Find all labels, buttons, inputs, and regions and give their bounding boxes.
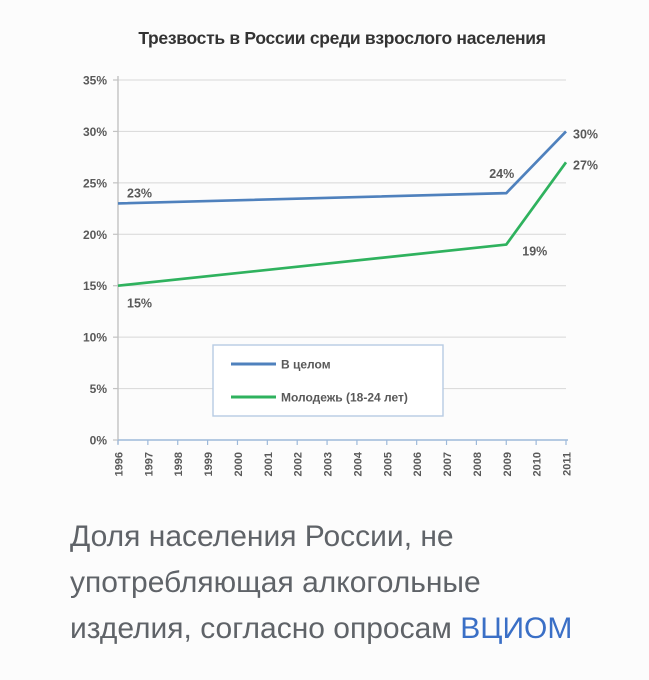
- data-label: 19%: [522, 245, 547, 259]
- data-label: 23%: [127, 186, 152, 200]
- chart-title: Трезвость в России среди взрослого насел…: [138, 28, 546, 48]
- legend-label-1: Молодежь (18-24 лет): [281, 391, 408, 405]
- chart-svg: 0% 5% 10% 15% 20% 25% 30% 35% 1996 1997 1998 1999 20…: [83, 74, 598, 477]
- x-tick-label: 1998: [173, 452, 185, 476]
- x-tick-label: 2001: [263, 452, 275, 476]
- x-tick-label: 2007: [442, 452, 454, 476]
- x-tick-label: 2010: [532, 452, 544, 476]
- y-tick-label: 15%: [83, 279, 107, 293]
- data-label: 27%: [573, 158, 598, 172]
- series-line-1: [117, 161, 568, 288]
- x-tick-label: 1996: [114, 452, 126, 476]
- x-tick-label: 2008: [472, 452, 484, 476]
- y-tick-label: 30%: [83, 125, 107, 139]
- legend-label-0: В целом: [281, 358, 331, 372]
- vciom-link[interactable]: ВЦИОМ: [460, 612, 573, 645]
- y-tick-label: 5%: [90, 382, 108, 396]
- x-tick-label: 1997: [143, 452, 155, 476]
- x-tick-label: 2003: [323, 452, 335, 476]
- x-tick-label: 2005: [382, 452, 394, 476]
- x-tick-label: 1999: [203, 452, 215, 476]
- caption-line-1: Доля населения России, не: [70, 520, 454, 553]
- caption-line-2: употребляющая алкогольные: [70, 566, 481, 599]
- x-tick-label: 2000: [233, 452, 245, 476]
- y-tick-label: 35%: [83, 74, 107, 88]
- y-tick-label: 10%: [83, 331, 107, 345]
- x-tick-label: 2009: [502, 452, 514, 476]
- data-label: 15%: [127, 297, 152, 311]
- x-tick-label: 2004: [352, 451, 364, 476]
- data-label: 24%: [489, 167, 514, 181]
- data-label: 30%: [573, 127, 598, 141]
- caption-line-3: изделия, согласно опросам ВЦИОМ: [70, 606, 629, 652]
- x-tick-label: 2006: [412, 452, 424, 476]
- y-tick-label: 20%: [83, 228, 107, 242]
- x-tick-label: 2002: [293, 452, 305, 476]
- legend-box: [212, 344, 444, 417]
- y-tick-label: 25%: [83, 176, 107, 190]
- y-tick-label: 0%: [90, 434, 108, 448]
- x-tick-label: 2011: [562, 452, 574, 476]
- caption: Доля населения России, не употребляющая …: [70, 514, 629, 652]
- series-line-0: [117, 130, 567, 205]
- caption-line-3-text: изделия, согласно опросам: [70, 612, 461, 645]
